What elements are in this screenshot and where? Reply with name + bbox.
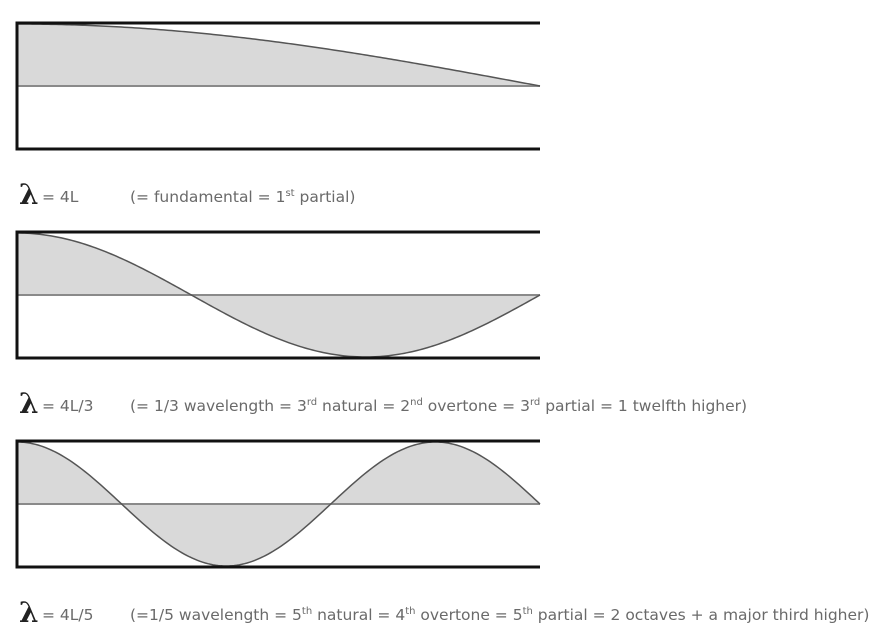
- wave-curve: [16, 441, 541, 567]
- note-text: partial = 2 octaves + a major third high…: [532, 606, 870, 624]
- note-text: (=1/5 wavelength = 5: [130, 606, 302, 624]
- note: (= fundamental = 1st partial): [130, 188, 355, 206]
- ordinal-suffix: rd: [529, 397, 541, 408]
- note-text: partial): [294, 188, 356, 206]
- ordinal-suffix: th: [301, 606, 313, 617]
- ordinal-suffix: rd: [306, 397, 318, 408]
- wave-panel: [15, 230, 541, 360]
- note-text: (= fundamental = 1: [130, 188, 286, 206]
- lambda-symbol: λ: [19, 178, 39, 211]
- note-text: partial = 1 twelfth higher): [540, 397, 748, 415]
- ordinal-suffix: st: [285, 188, 295, 199]
- note-text: overtone = 3: [422, 397, 530, 415]
- note: (= 1/3 wavelength = 3rd natural = 2nd ov…: [130, 397, 747, 415]
- wave-curve: [16, 232, 541, 358]
- wave-panel: [15, 21, 541, 151]
- note-text: natural = 4: [312, 606, 406, 624]
- note-text: natural = 2: [317, 397, 411, 415]
- note-text: (= 1/3 wavelength = 3: [130, 397, 307, 415]
- wave-panel: [15, 439, 541, 569]
- ordinal-suffix: nd: [410, 397, 423, 408]
- wave-fill: [17, 24, 540, 86]
- wave-curve: [17, 23, 541, 87]
- lambda-symbol: λ: [19, 387, 39, 420]
- note: (=1/5 wavelength = 5th natural = 4th ove…: [130, 606, 869, 624]
- ordinal-suffix: th: [405, 606, 416, 617]
- ordinal-suffix: th: [522, 606, 533, 617]
- lambda-symbol: λ: [19, 596, 39, 629]
- formula: = 4L/5: [42, 606, 94, 624]
- note-text: overtone = 5: [415, 606, 523, 624]
- formula: = 4L/3: [42, 397, 94, 415]
- formula: = 4L: [42, 188, 79, 206]
